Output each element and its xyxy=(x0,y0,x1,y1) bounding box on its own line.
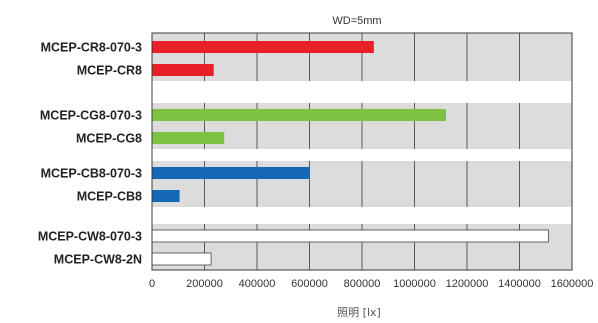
category-label: MCEP-CW8-2N xyxy=(54,253,142,267)
x-tick-label: 600000 xyxy=(291,278,328,290)
x-tick-label: 1600000 xyxy=(551,278,594,290)
category-label: MCEP-CR8 xyxy=(77,64,142,78)
x-tick-label: 1400000 xyxy=(498,278,541,290)
x-tick-label: 400000 xyxy=(239,278,276,290)
bar xyxy=(152,109,446,121)
group-separators xyxy=(152,81,572,224)
group-separator xyxy=(152,207,572,224)
x-tick-label: 1000000 xyxy=(393,278,436,290)
bar xyxy=(152,132,225,144)
x-tick-label: 200000 xyxy=(186,278,223,290)
x-tick-label: 0 xyxy=(149,278,155,290)
x-tick-label: 1200000 xyxy=(446,278,489,290)
group-separator xyxy=(152,149,572,161)
bar xyxy=(151,252,212,266)
category-label: MCEP-CG8-070-3 xyxy=(40,109,142,123)
bar xyxy=(152,190,180,202)
bars xyxy=(151,41,549,266)
group-separator xyxy=(152,81,572,103)
chart-title: WD=5mm xyxy=(332,15,381,27)
bar xyxy=(151,229,549,243)
bar xyxy=(152,41,374,53)
category-label: MCEP-CB8-070-3 xyxy=(41,167,142,181)
bar xyxy=(152,167,310,179)
bar xyxy=(152,64,214,76)
plot-frame xyxy=(151,32,573,271)
category-label: MCEP-CR8-070-3 xyxy=(41,41,142,55)
category-label: MCEP-CW8-070-3 xyxy=(38,230,142,244)
category-label: MCEP-CG8 xyxy=(76,132,142,146)
category-labels: MCEP-CR8-070-3 MCEP-CR8 MCEP-CG8-070-3 MCEP… xyxy=(38,41,142,267)
x-tick-label: 800000 xyxy=(344,278,381,290)
category-label: MCEP-CB8 xyxy=(77,190,142,204)
x-tick-labels: 0 200000 400000 600000 800000 1000000 1200000 1… xyxy=(149,278,593,290)
x-axis-title: 照明 [lx] xyxy=(337,306,381,319)
